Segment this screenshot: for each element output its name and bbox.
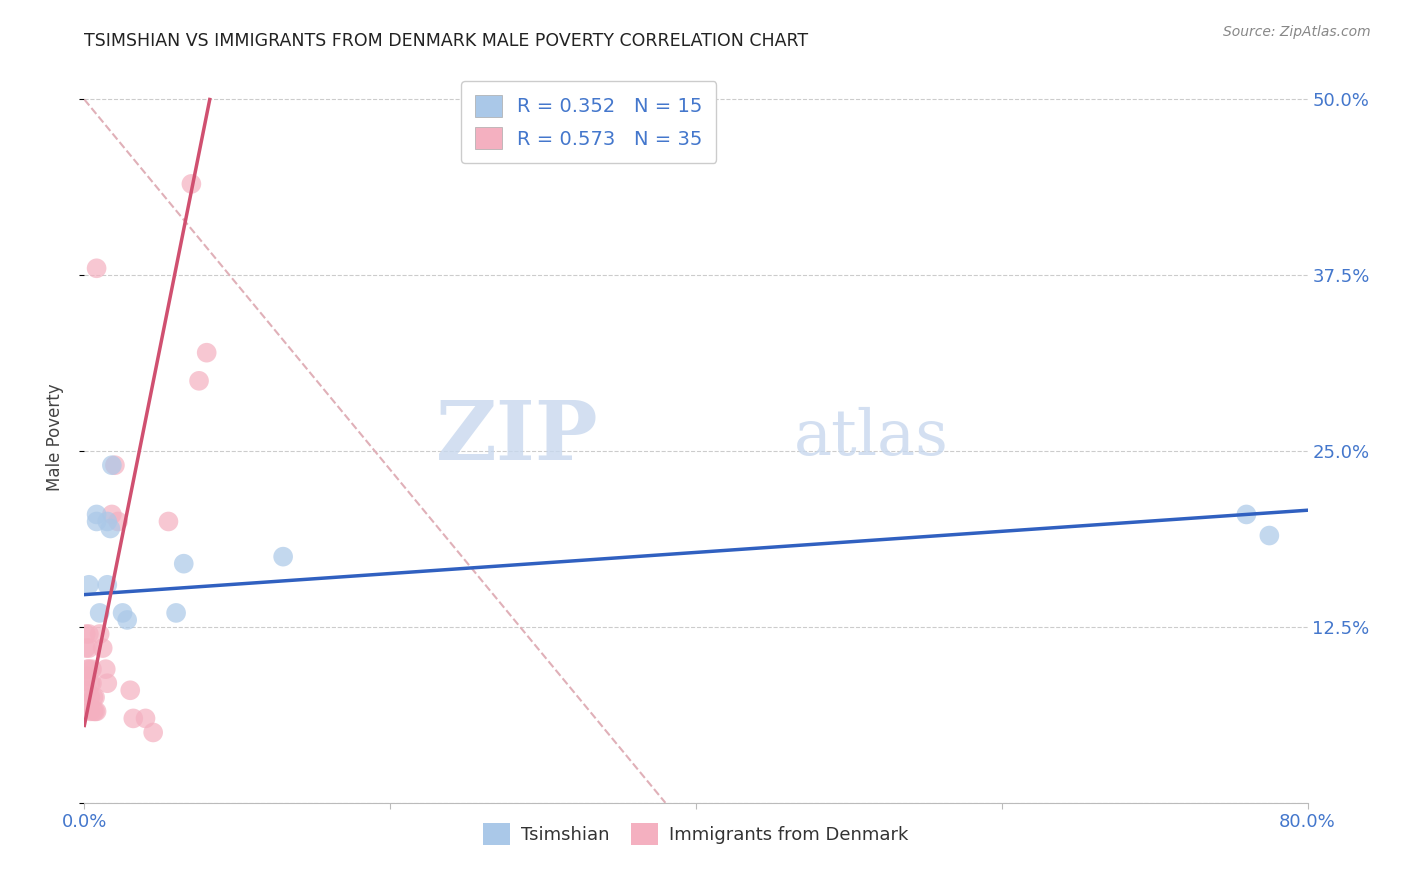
Point xyxy=(1258,528,1281,542)
Point xyxy=(86,705,108,719)
Point xyxy=(111,606,134,620)
Point xyxy=(188,374,211,388)
Point xyxy=(195,345,218,359)
Point xyxy=(76,669,98,683)
Point xyxy=(80,662,103,676)
Point xyxy=(107,515,129,529)
Point xyxy=(83,705,105,719)
Point xyxy=(91,641,114,656)
Legend: Tsimshian, Immigrants from Denmark: Tsimshian, Immigrants from Denmark xyxy=(477,816,915,852)
Point xyxy=(76,683,98,698)
Point xyxy=(98,521,121,535)
Point xyxy=(75,627,97,641)
Point xyxy=(77,627,100,641)
Point xyxy=(94,662,117,676)
Point xyxy=(77,662,100,676)
Point xyxy=(101,458,124,473)
Point xyxy=(77,578,100,592)
Point xyxy=(142,725,165,739)
Point xyxy=(120,683,142,698)
Point xyxy=(96,676,118,690)
Point xyxy=(173,557,195,571)
Point xyxy=(1236,508,1258,522)
Y-axis label: Male Poverty: Male Poverty xyxy=(45,384,63,491)
Text: Source: ZipAtlas.com: Source: ZipAtlas.com xyxy=(1223,25,1371,39)
Point xyxy=(75,641,97,656)
Point xyxy=(96,515,118,529)
Point xyxy=(79,690,101,705)
Point xyxy=(89,627,111,641)
Point xyxy=(96,578,118,592)
Point xyxy=(86,515,108,529)
Point xyxy=(77,641,100,656)
Point xyxy=(89,606,111,620)
Point xyxy=(157,515,180,529)
Point xyxy=(122,711,145,725)
Point xyxy=(165,606,187,620)
Point xyxy=(76,698,98,712)
Point xyxy=(79,705,101,719)
Point xyxy=(84,690,107,705)
Point xyxy=(86,261,108,276)
Point xyxy=(180,177,202,191)
Point xyxy=(104,458,127,473)
Point xyxy=(83,690,105,705)
Point xyxy=(79,676,101,690)
Point xyxy=(76,662,98,676)
Point xyxy=(101,508,124,522)
Point xyxy=(115,613,138,627)
Text: atlas: atlas xyxy=(794,407,949,467)
Point xyxy=(135,711,157,725)
Point xyxy=(84,705,107,719)
Point xyxy=(86,508,108,522)
Point xyxy=(271,549,294,564)
Point xyxy=(80,676,103,690)
Text: TSIMSHIAN VS IMMIGRANTS FROM DENMARK MALE POVERTY CORRELATION CHART: TSIMSHIAN VS IMMIGRANTS FROM DENMARK MAL… xyxy=(84,32,808,50)
Text: ZIP: ZIP xyxy=(436,397,598,477)
